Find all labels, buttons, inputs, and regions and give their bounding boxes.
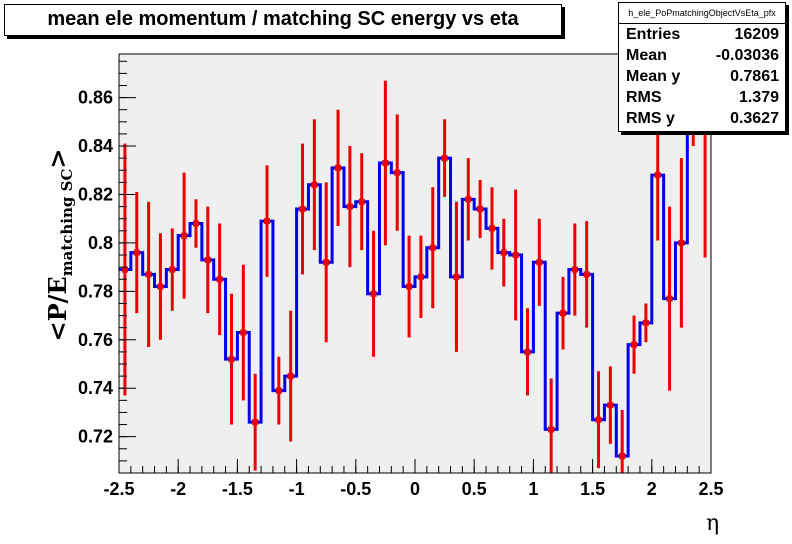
data-point [595, 416, 602, 423]
y-tick-label: 0.74 [78, 378, 113, 398]
data-point [192, 220, 199, 227]
y-tick-label: 0.72 [78, 427, 113, 447]
data-point [121, 266, 128, 273]
error-bar-layer [121, 54, 709, 473]
data-point [335, 164, 342, 171]
data-point [607, 402, 614, 409]
data-point [441, 155, 448, 162]
x-tick-label: 2.5 [698, 479, 723, 499]
y-axis-label-main: <P/E [43, 276, 72, 341]
data-point [169, 266, 176, 273]
data-point [560, 310, 566, 317]
data-point [642, 319, 649, 326]
stats-row-rms-y: RMS y 0.3627 [619, 108, 785, 129]
x-axis-label: η [706, 511, 719, 536]
y-tick-label: 0.78 [78, 281, 113, 301]
data-point [275, 387, 282, 394]
stats-histogram-name: h_ele_PoPmatchingObjectVsEta_pfx [619, 3, 785, 24]
stats-row-rms: RMS 1.379 [619, 87, 785, 108]
y-tick-label: 0.86 [78, 88, 113, 108]
data-point [216, 276, 223, 283]
data-point [382, 159, 389, 166]
data-point [252, 419, 259, 426]
data-point [571, 266, 578, 273]
stats-label: Entries [626, 26, 681, 43]
x-tick-label: 0.5 [462, 479, 487, 499]
stats-row-mean: Mean -0.03036 [619, 45, 785, 66]
x-tick-label: 2 [647, 479, 657, 499]
stats-value: -0.03036 [715, 47, 779, 64]
stats-label: RMS y [626, 110, 675, 127]
data-point [228, 356, 235, 363]
data-point [548, 426, 555, 433]
data-point [631, 341, 638, 348]
x-tick-label: -0.5 [340, 479, 371, 499]
x-tick-label: -2 [170, 479, 186, 499]
svg-text:<P/Ematching SC>: <P/Ematching SC> [43, 149, 76, 342]
data-point [465, 196, 472, 203]
data-point [157, 283, 164, 290]
data-point [299, 206, 306, 213]
data-point [145, 271, 152, 278]
title-box: mean ele momentum / matching SC energy v… [4, 4, 562, 36]
stats-row-mean-y: Mean y 0.7861 [619, 66, 785, 87]
x-tick-label: 1.5 [580, 479, 605, 499]
stats-label: Mean y [626, 68, 681, 85]
data-point [524, 348, 531, 355]
data-point [666, 295, 673, 302]
x-tick-label: 1 [528, 479, 538, 499]
y-axis-label: <P/Ematching SC> [43, 149, 76, 342]
data-point [346, 203, 353, 210]
data-point [358, 198, 365, 205]
data-point [477, 206, 484, 213]
x-tick-label: -2.5 [103, 479, 134, 499]
stats-row-entries: Entries 16209 [619, 24, 785, 45]
data-point [500, 249, 507, 256]
data-point [311, 181, 318, 188]
axes-layer: -2.5 -2 -1.5 -1 -0.5 0 0.5 1 1.5 2 2.5 0.72 0.74 0.76… [78, 53, 724, 499]
data-point [512, 252, 519, 259]
y-axis-label-close: > [43, 149, 72, 169]
data-point [488, 225, 495, 232]
stats-value: 0.3627 [730, 110, 779, 127]
data-point [678, 239, 685, 246]
data-point [406, 283, 413, 290]
data-point [654, 172, 661, 179]
stats-value: 1.379 [738, 89, 779, 106]
y-tick-label: 0.84 [78, 136, 113, 156]
data-point [204, 256, 211, 263]
data-point [583, 271, 590, 278]
stats-value: 0.7861 [730, 68, 779, 85]
data-point [429, 244, 436, 251]
data-point [240, 329, 247, 336]
y-tick-label: 0.82 [78, 184, 113, 204]
stats-value: 16209 [734, 26, 780, 43]
data-point [394, 169, 401, 176]
data-point [287, 373, 294, 380]
y-axis-label-subscript: matching SC [58, 169, 76, 277]
data-point [453, 273, 460, 280]
stats-box: h_ele_PoPmatchingObjectVsEta_pfx Entries… [618, 2, 786, 132]
y-tick-label: 0.76 [78, 330, 113, 350]
chart-title: mean ele momentum / matching SC energy v… [47, 8, 519, 30]
data-point [133, 249, 140, 256]
data-point [181, 232, 188, 239]
data-point [417, 273, 424, 280]
data-point [323, 259, 330, 266]
stats-label: Mean [626, 47, 667, 64]
data-point [619, 453, 626, 460]
data-point [536, 259, 543, 266]
data-point [264, 218, 270, 225]
x-tick-label: -1 [289, 479, 305, 499]
y-tick-label: 0.8 [88, 233, 113, 253]
stats-label: RMS [626, 89, 662, 106]
x-tick-label: -1.5 [222, 479, 253, 499]
x-tick-label: 0 [410, 479, 420, 499]
data-point [370, 290, 377, 297]
